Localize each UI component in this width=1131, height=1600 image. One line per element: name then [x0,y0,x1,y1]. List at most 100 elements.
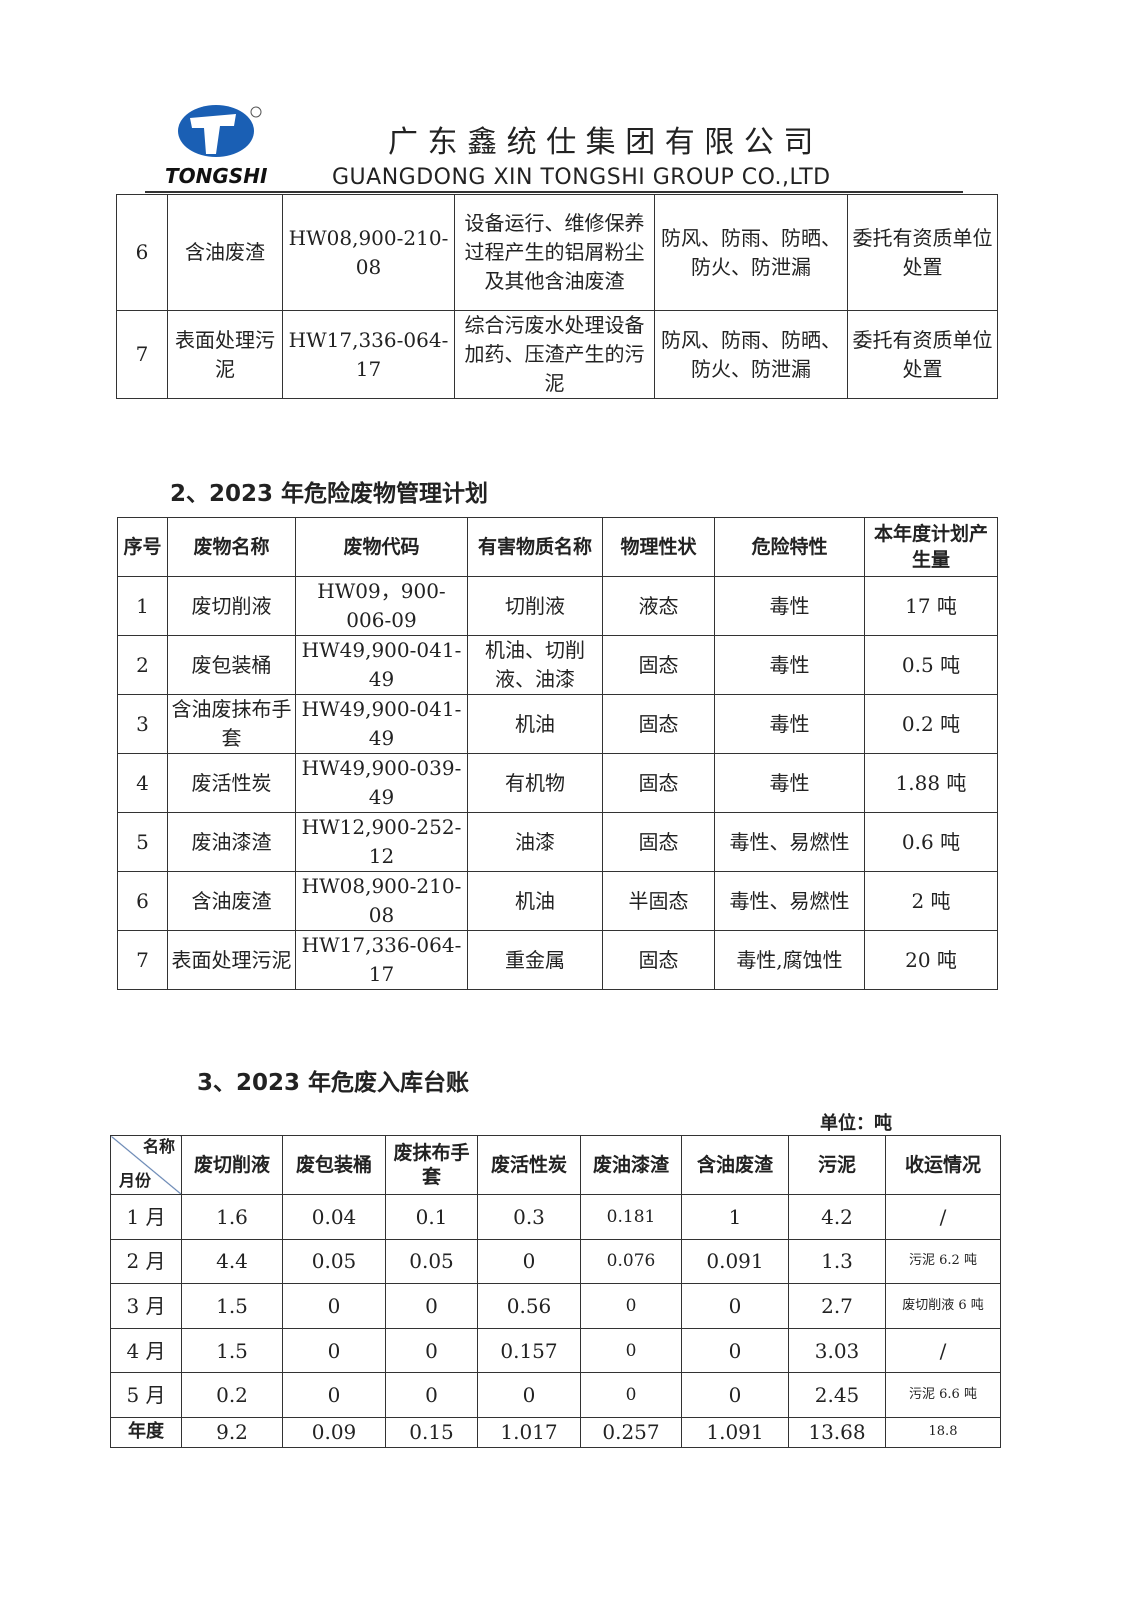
table-cell: 0 [385,1327,478,1374]
table-cell: 机油、切削液、油漆 [467,635,603,695]
table-cell: 液态 [602,576,715,636]
table-cell: 设备运行、维修保养过程产生的铝屑粉尘及其他含油废渣 [454,194,655,311]
table-cell: HW17,336-064-17 [295,930,468,990]
table-row: 4 月 1.5 0 0 0.157 0 0 3.03/ [110,1327,1001,1374]
table-cell: 20 吨 [864,930,998,990]
table-cell: / [885,1194,1001,1240]
table-cell: 废切削液 6 吨 [885,1283,1001,1329]
table-cell: HW49,900-039-49 [295,753,468,813]
table-cell: 0 [282,1283,386,1329]
table-cell: 污泥 6.6 吨 [885,1372,1001,1418]
table-cell: 本年度计划产生量 [864,517,998,577]
table-cell: 年度 [110,1416,182,1448]
table-cell: 毒性、易燃性 [714,871,865,931]
table-row: 6 含油废渣 HW08,900-210-08 设备运行、维修保养过程产生的铝屑粉尘及其… [116,194,998,311]
table-cell: 半固态 [602,871,715,931]
table-cell: 6 [116,194,168,311]
table-cell: 2 吨 [864,871,998,931]
disposal-table: 6 含油废渣 HW08,900-210-08 设备运行、维修保养过程产生的铝屑粉尘及其… [116,194,998,399]
table-cell: 固态 [602,753,715,813]
corner-top-label: 名称 [142,1137,175,1156]
table-cell: 3.03 [788,1327,886,1374]
table-cell: 0 [681,1327,789,1374]
table-cell: 危险特性 [714,517,865,577]
table-cell: 5 [117,812,168,872]
table-cell: 0.56 [477,1283,581,1329]
table-cell: 9.2 [181,1416,283,1448]
table-cell: 污泥 6.2 吨 [885,1238,1001,1285]
table-cell: 0.181 [580,1194,682,1240]
corner-bottom-label: 月份 [119,1171,152,1190]
table-cell: 0 [580,1327,682,1374]
table-cell: 有机物 [467,753,603,813]
table-cell: 固态 [602,635,715,695]
table-cell: 含油废渣 [681,1135,789,1195]
header-divider [145,191,963,193]
table-row: 5 废油漆渣 HW12,900-252-12 油漆 固态 毒性、易燃性 0.6 吨 [117,812,998,872]
table-cell: 0.09 [282,1416,386,1448]
table-cell: 废油漆渣 [580,1135,682,1195]
table-cell: 重金属 [467,930,603,990]
table-cell: 固态 [602,930,715,990]
table-cell: 废包装桶 [167,635,296,695]
table-cell: 毒性、易燃性 [714,812,865,872]
table-cell: 0.05 [282,1238,386,1285]
table-cell: 表面处理污泥 [167,930,296,990]
table-cell: 7 [117,930,168,990]
table-cell: 废包装桶 [282,1135,386,1195]
table-cell: 有害物质名称 [467,517,603,577]
table-row: 6 含油废渣 HW08,900-210-08 机油 半固态 毒性、易燃性 2 吨 [117,871,998,931]
table-cell: 18.8 [885,1416,1001,1448]
table-cell: 1.88 吨 [864,753,998,813]
table-cell: HW08,900-210-08 [295,871,468,931]
table-row: 7 表面处理污泥 HW17,336-064-17 综合污废水处理设备加药、压渣产生的污… [116,310,998,399]
table-row: 2 废包装桶 HW49,900-041-49 机油、切削液、油漆 固态 毒性 0.5 吨 [117,635,998,695]
table-cell: 2 月 [110,1238,182,1285]
table-cell: 含油废抹布手套 [167,694,296,754]
table-cell: 1.091 [681,1416,789,1448]
section-2-title: 2、2023 年危险废物管理计划 [170,481,489,507]
table-cell: 污泥 [788,1135,886,1195]
table-cell: 0.1 [385,1194,478,1240]
table-cell: 表面处理污泥 [167,310,283,399]
table-cell: 防风、防雨、防晒、防火、防泄漏 [654,194,848,311]
table-row: 3 含油废抹布手套 HW49,900-041-49 机油 固态 毒性 0.2 吨 [117,694,998,754]
table-cell: 含油废渣 [167,871,296,931]
tongshi-logo-icon [178,105,262,157]
table-cell: 0.3 [477,1194,581,1240]
table-cell: HW12,900-252-12 [295,812,468,872]
corner-header-cell: 名称月份 [110,1135,182,1195]
table-row: 3 月 1.5 0 0 0.56 0 0 2.7 废切削液 6 吨 [110,1283,1001,1329]
table-cell: 废活性炭 [477,1135,581,1195]
table-row: 5 月 0.2 0 0 0 0 0 2.45 污泥 6.6 吨 [110,1372,1001,1418]
table-cell: / [885,1327,1001,1374]
table-cell: 4 [117,753,168,813]
table-cell: 1 [117,576,168,636]
header-row: 序号 废物名称 废物代码 有害物质名称 物理性状 危险特性 本年度计划产生量 [117,517,998,577]
header-row: 名称 月份 废切削液 废包装桶 废抹布手套 废活性炭 废油漆渣 含油废渣 污泥 收运情况 [110,1135,1001,1195]
table-cell: 油漆 [467,812,603,872]
table-cell: 收运情况 [885,1135,1001,1195]
table-cell: 0 [282,1327,386,1374]
table-row: 4 废活性炭 HW49,900-039-49 有机物 固态 毒性 1.88 吨 [117,753,998,813]
table-cell: 废物名称 [167,517,296,577]
table-cell: 固态 [602,812,715,872]
table-cell: 防风、防雨、防晒、防火、防泄漏 [654,310,848,399]
table-cell: 2.45 [788,1372,886,1418]
table-cell: 2 [117,635,168,695]
table-cell: 0 [385,1283,478,1329]
table-cell: 废切削液 [181,1135,283,1195]
table-cell: HW49,900-041-49 [295,635,468,695]
table-cell: 0.5 吨 [864,635,998,695]
table-cell: 毒性 [714,753,865,813]
table-cell: 综合污废水处理设备加药、压渣产生的污泥 [454,310,655,399]
table-cell: 0 [580,1283,682,1329]
table-cell: 1.3 [788,1238,886,1285]
company-name-cn: 广 东 鑫 统 仕 集 团 有 限 公 司 [388,125,814,160]
table-cell: HW08,900-210-08 [282,194,455,311]
table-cell: 1.017 [477,1416,581,1448]
table-cell: 废抹布手套 [385,1135,478,1195]
table-cell: 3 月 [110,1283,182,1329]
table-cell: 0.05 [385,1238,478,1285]
table-cell: 毒性 [714,694,865,754]
